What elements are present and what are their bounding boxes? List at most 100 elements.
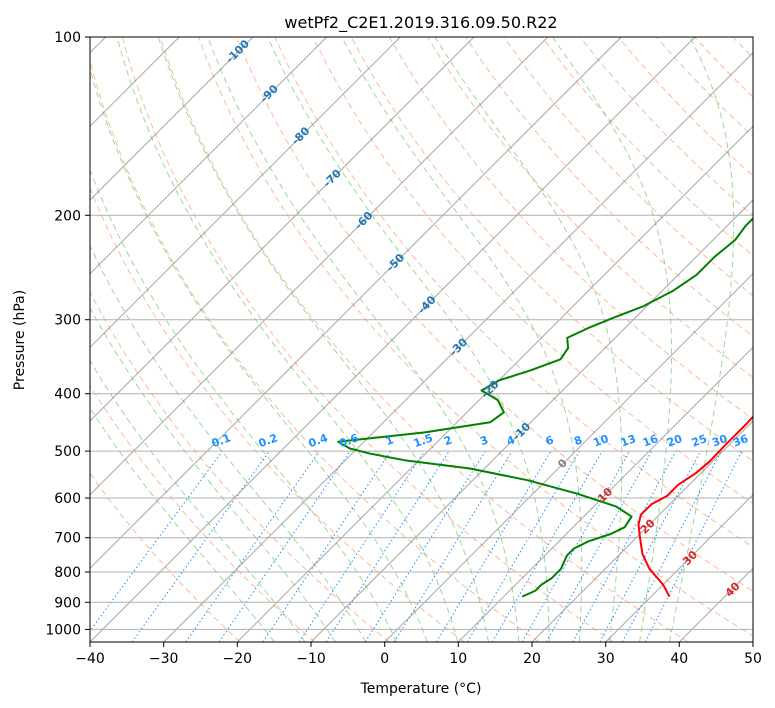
mixing-ratio-line bbox=[393, 450, 513, 642]
dry-adiabat bbox=[541, 37, 753, 257]
dry-adiabat bbox=[236, 37, 753, 592]
mixing-ratio-label: 36 bbox=[731, 432, 750, 450]
mixing-ratio-line bbox=[364, 450, 486, 642]
mixing-ratio-label: 8 bbox=[572, 433, 584, 448]
mixing-ratio-line bbox=[218, 450, 351, 642]
isotherm-line bbox=[531, 420, 753, 642]
moist-adiabat bbox=[90, 306, 336, 642]
x-tick-label: −20 bbox=[223, 651, 253, 667]
isotherm-line bbox=[90, 37, 401, 349]
mixing-ratio-label: 2 bbox=[442, 433, 454, 448]
dry-adiabat bbox=[771, 37, 775, 642]
dry-adiabat bbox=[312, 37, 753, 505]
dry-adiabat bbox=[274, 37, 753, 548]
x-tick-label: 40 bbox=[670, 651, 688, 667]
dry-adiabat bbox=[732, 37, 753, 59]
mixing-ratio-label: 0.4 bbox=[307, 431, 330, 450]
moist-adiabat bbox=[341, 37, 583, 642]
isotherm-line bbox=[90, 37, 696, 642]
dry-adiabat bbox=[90, 472, 241, 642]
isotherm-line bbox=[310, 199, 753, 642]
pressure-gridlines bbox=[90, 36, 753, 630]
mixing-ratio-line bbox=[185, 450, 320, 642]
mixing-ratio-label: 25 bbox=[690, 432, 709, 449]
mixing-ratio-line bbox=[621, 450, 722, 642]
isotherm-line bbox=[457, 346, 753, 642]
y-tick-label: 700 bbox=[54, 531, 81, 547]
dry-adiabat bbox=[90, 291, 390, 642]
x-tick-label: −10 bbox=[296, 651, 326, 667]
y-tick-label: 500 bbox=[54, 444, 81, 460]
dry-adiabat bbox=[388, 37, 753, 420]
mixing-ratio-label: 6 bbox=[544, 433, 556, 448]
isotherm-line bbox=[90, 37, 254, 201]
profile-series bbox=[337, 216, 753, 598]
moist-adiabat bbox=[207, 37, 520, 642]
dry-adiabat bbox=[503, 37, 753, 297]
isotherm-line bbox=[90, 37, 328, 275]
mixing-ratio-label: 1 bbox=[384, 433, 396, 448]
x-tick-label: −30 bbox=[149, 651, 179, 667]
temperature-line bbox=[637, 415, 753, 598]
y-tick-label: 100 bbox=[54, 30, 81, 46]
mixing-ratio-label: 4 bbox=[505, 433, 517, 448]
y-axis-title: Pressure (hPa) bbox=[12, 290, 28, 390]
mixing-ratio-line bbox=[521, 450, 630, 642]
x-tick-label: 30 bbox=[597, 651, 615, 667]
mixing-ratio-label: 13 bbox=[619, 432, 638, 449]
dry-adiabat bbox=[656, 37, 753, 138]
dry-adiabat bbox=[465, 37, 753, 338]
isotherm-line bbox=[236, 125, 753, 642]
x-tick-label: 50 bbox=[744, 651, 762, 667]
isotherm-line bbox=[163, 51, 753, 642]
chart-title: wetPf2_C2E1.2019.316.09.50.R22 bbox=[284, 13, 557, 33]
mixing-ratio-label: 30 bbox=[710, 432, 729, 450]
dry-adiabat bbox=[694, 37, 753, 98]
moist-adiabat bbox=[434, 37, 623, 642]
y-tick-label: 300 bbox=[54, 313, 81, 329]
moist-adiabat bbox=[90, 407, 275, 642]
x-axis-title: Temperature (°C) bbox=[360, 681, 482, 697]
mixing-ratio-label: 0.1 bbox=[210, 431, 233, 450]
mixing-ratio-label: 16 bbox=[641, 432, 660, 450]
moist-adiabat bbox=[116, 37, 459, 642]
dry-adiabat bbox=[159, 37, 689, 642]
dewpoint-line bbox=[337, 216, 753, 598]
dry-adiabat bbox=[350, 37, 753, 462]
dry-adiabat bbox=[90, 384, 316, 642]
x-tick-label: 20 bbox=[523, 651, 541, 667]
dry-adiabat bbox=[90, 186, 465, 642]
mixing-ratio-line bbox=[644, 450, 743, 642]
dry-adiabat bbox=[90, 59, 540, 642]
x-axis: −40 −30 −20 −10 0 10 20 30 40 50 bbox=[75, 642, 762, 667]
isotherm-line bbox=[605, 493, 753, 642]
y-tick-label: 1000 bbox=[45, 622, 81, 638]
mixing-ratio-line bbox=[325, 450, 450, 642]
dry-adiabat bbox=[426, 37, 753, 378]
y-axis: 100 200 300 400 500 600 700 800 900 1000 bbox=[45, 30, 90, 638]
moist-adiabat bbox=[90, 67, 428, 642]
y-tick-label: 800 bbox=[54, 565, 81, 581]
dry-adiabat bbox=[121, 37, 614, 642]
mixing-ratio-line bbox=[467, 450, 580, 642]
mixing-ratio-label: 3 bbox=[478, 433, 490, 448]
x-tick-label: 10 bbox=[449, 651, 467, 667]
mixing-ratio-labels: 0.1 0.2 0.4 0.6 1 1.5 2 3 4 6 8 10 13 16 20 25 30 36 bbox=[210, 431, 751, 450]
mixing-ratio-label: 20 bbox=[665, 432, 684, 450]
y-tick-label: 600 bbox=[54, 491, 81, 507]
isotherm-line bbox=[90, 37, 549, 496]
isotherm-line bbox=[90, 37, 622, 570]
mixing-ratio-line bbox=[491, 450, 603, 642]
mixing-ratio-label: 1.5 bbox=[412, 431, 435, 450]
mixing-ratio-line bbox=[572, 450, 677, 642]
isotherm-line bbox=[752, 641, 753, 642]
x-tick-label: −40 bbox=[75, 651, 105, 667]
y-tick-label: 400 bbox=[54, 387, 81, 403]
mixing-ratio-line bbox=[545, 450, 653, 642]
isotherm-line bbox=[384, 272, 753, 642]
moist-adiabat bbox=[552, 37, 672, 642]
moist-adiabat bbox=[669, 37, 735, 642]
background-lines bbox=[90, 37, 775, 642]
